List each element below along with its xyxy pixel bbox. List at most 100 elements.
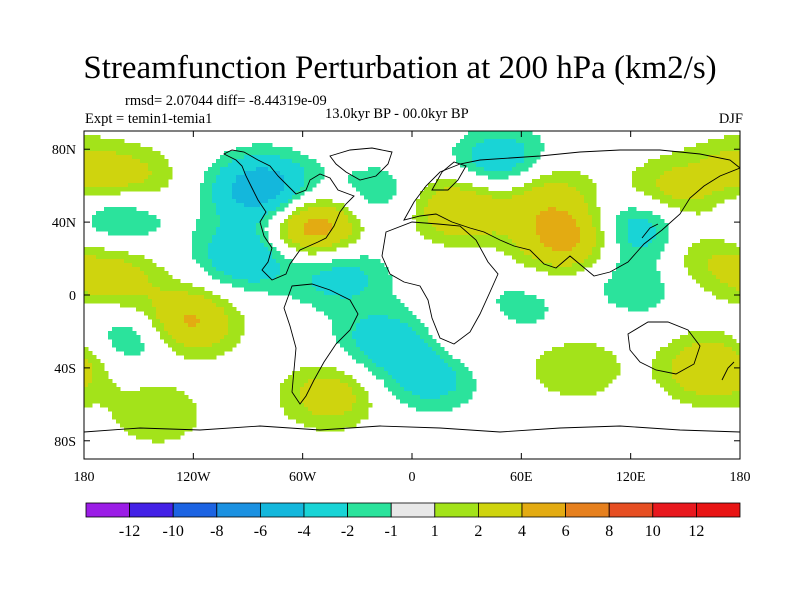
field-cell — [392, 191, 397, 196]
field-cell — [272, 171, 277, 176]
field-cell — [708, 199, 713, 204]
field-cell — [556, 351, 561, 356]
field-cell — [380, 331, 385, 336]
field-cell — [140, 155, 145, 160]
field-cell — [104, 255, 109, 260]
field-cell — [268, 175, 273, 180]
field-cell — [564, 271, 569, 276]
field-cell — [716, 339, 721, 344]
field-cell — [192, 231, 197, 236]
field-cell — [660, 347, 665, 352]
field-cell — [440, 179, 445, 184]
field-cell — [192, 255, 197, 260]
field-cell — [208, 291, 213, 296]
field-cell — [348, 323, 353, 328]
field-cell — [484, 199, 489, 204]
field-cell — [736, 183, 740, 188]
field-cell — [552, 215, 557, 220]
field-cell — [368, 335, 373, 340]
field-cell — [648, 235, 653, 240]
field-cell — [284, 259, 289, 264]
field-cell — [108, 335, 113, 340]
field-cell — [384, 295, 389, 300]
field-cell — [480, 227, 485, 232]
field-cell — [736, 175, 740, 180]
field-cell — [580, 259, 585, 264]
field-cell — [300, 267, 305, 272]
field-cell — [620, 291, 625, 296]
field-cell — [556, 363, 561, 368]
field-cell — [208, 307, 213, 312]
field-cell — [328, 223, 333, 228]
field-cell — [344, 291, 349, 296]
field-cell — [304, 183, 309, 188]
field-cell — [652, 167, 657, 172]
field-cell — [716, 363, 721, 368]
field-cell — [616, 239, 621, 244]
field-cell — [732, 255, 737, 260]
field-cell — [212, 183, 217, 188]
field-cell — [108, 139, 113, 144]
field-cell — [640, 303, 645, 308]
field-cell — [200, 203, 205, 208]
field-cell — [720, 271, 725, 276]
field-cell — [176, 303, 181, 308]
field-cell — [112, 159, 117, 164]
field-cell — [284, 279, 289, 284]
field-cell — [176, 283, 181, 288]
field-cell — [444, 219, 449, 224]
field-cell — [332, 307, 337, 312]
field-cell — [716, 279, 721, 284]
field-cell — [684, 347, 689, 352]
field-cell — [344, 235, 349, 240]
field-cell — [240, 327, 245, 332]
field-cell — [628, 291, 633, 296]
field-cell — [140, 347, 145, 352]
field-cell — [592, 343, 597, 348]
field-cell — [104, 143, 109, 148]
field-cell — [348, 311, 353, 316]
field-cell — [500, 211, 505, 216]
field-cell — [440, 239, 445, 244]
field-cell — [116, 331, 121, 336]
field-cell — [320, 287, 325, 292]
field-cell — [616, 271, 621, 276]
field-cell — [292, 171, 297, 176]
field-cell — [520, 147, 525, 152]
field-cell — [488, 227, 493, 232]
field-cell — [124, 251, 129, 256]
field-cell — [428, 191, 433, 196]
field-cell — [360, 359, 365, 364]
field-cell — [504, 295, 509, 300]
field-cell — [524, 135, 529, 140]
field-cell — [152, 219, 157, 224]
field-cell — [452, 235, 457, 240]
field-cell — [540, 259, 545, 264]
field-cell — [328, 247, 333, 252]
field-cell — [664, 231, 669, 236]
field-cell — [212, 187, 217, 192]
field-cell — [180, 291, 185, 296]
field-cell — [100, 187, 105, 192]
field-cell — [368, 179, 373, 184]
field-cell — [576, 231, 581, 236]
field-cell — [396, 311, 401, 316]
field-cell — [556, 175, 561, 180]
field-cell — [332, 327, 337, 332]
field-cell — [476, 227, 481, 232]
field-cell — [408, 315, 413, 320]
field-cell — [728, 187, 733, 192]
field-cell — [140, 175, 145, 180]
field-cell — [728, 195, 733, 200]
field-cell — [224, 175, 229, 180]
field-cell — [732, 195, 737, 200]
field-cell — [352, 347, 357, 352]
field-cell — [632, 207, 637, 212]
field-cell — [268, 279, 273, 284]
field-cell — [632, 175, 637, 180]
field-cell — [696, 247, 701, 252]
season-label: DJF — [718, 111, 743, 127]
field-cell — [664, 171, 669, 176]
field-cell — [688, 207, 693, 212]
field-cell — [300, 231, 305, 236]
